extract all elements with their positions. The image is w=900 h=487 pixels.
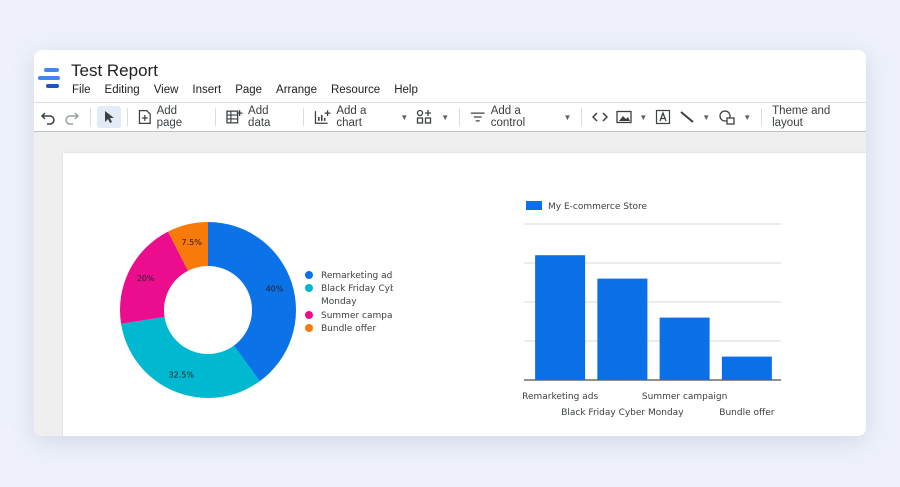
donut-chart[interactable]: 40% 32.5% 20% 7.5% Remarketing ads Black Frid…: [63, 153, 393, 436]
add-data-button[interactable]: Add data: [222, 105, 297, 129]
shapes-icon: [719, 110, 735, 125]
x-tick-label: Black Friday Cyber Monday: [561, 408, 684, 418]
add-control-label: Add a control: [490, 105, 526, 129]
add-page-button[interactable]: Add page: [134, 105, 209, 129]
legend-label: Monday: [321, 297, 357, 307]
redo-button[interactable]: [60, 105, 84, 129]
add-chart-icon: [314, 110, 331, 124]
menu-page[interactable]: Page: [235, 84, 263, 96]
line-button[interactable]: ▼: [675, 105, 714, 129]
legend-swatch: [526, 201, 542, 210]
legend-label: Summer campaign: [321, 311, 393, 321]
chevron-down-icon: ▼: [400, 112, 409, 122]
menu-file[interactable]: File: [72, 84, 91, 96]
text-box-icon: [656, 109, 671, 125]
chevron-down-icon: ▼: [743, 112, 752, 122]
bar[interactable]: [659, 317, 710, 380]
menu-view[interactable]: View: [153, 84, 179, 96]
toolbar-divider: [761, 108, 763, 126]
app-window: Test Report File Editing View Insert Pag…: [34, 50, 866, 436]
toolbar: Add page Add data Add a chart ▼ ▼ Add a …: [34, 102, 866, 132]
embed-button[interactable]: [588, 105, 612, 129]
legend-label: Remarketing ads: [321, 271, 393, 281]
undo-button[interactable]: [36, 105, 60, 129]
filter-icon: [471, 112, 485, 122]
bar[interactable]: [535, 255, 586, 380]
toolbar-divider: [581, 108, 583, 126]
add-page-label: Add page: [156, 105, 183, 129]
pie-slice-label: 7.5%: [181, 238, 202, 247]
chevron-down-icon: ▼: [563, 112, 572, 122]
bar-chart[interactable]: My E-commerce Store010203040Remarketing …: [518, 153, 848, 436]
community-visualizations-button[interactable]: ▼: [412, 105, 453, 129]
add-page-icon: [138, 110, 151, 124]
menu-help[interactable]: Help: [394, 84, 418, 96]
image-button[interactable]: ▼: [612, 105, 651, 129]
toolbar-divider: [214, 108, 216, 126]
redo-icon: [65, 112, 80, 125]
pie-slice-1[interactable]: [121, 316, 260, 398]
menu-bar: File Editing View Insert Page Arrange Re…: [72, 84, 432, 96]
x-tick-label: Summer campaign: [642, 392, 727, 402]
line-icon: [680, 111, 694, 123]
legend-swatch: [305, 284, 313, 292]
legend-label: Black Friday Cyber: [321, 284, 393, 294]
app-logo-icon: [38, 68, 60, 88]
toolbar-divider: [126, 108, 128, 126]
x-tick-label: Remarketing ads: [522, 392, 598, 402]
community-visualization-icon: [417, 109, 432, 124]
pie-slice-2[interactable]: [120, 231, 189, 324]
chevron-down-icon: ▼: [441, 112, 450, 122]
legend-swatch: [305, 271, 313, 279]
pie-slice-label: 20%: [137, 274, 155, 283]
x-tick-label: Bundle offer: [719, 408, 774, 418]
text-button[interactable]: [651, 105, 675, 129]
toolbar-divider: [302, 108, 304, 126]
pie-slice-label: 40%: [266, 284, 284, 293]
legend-swatch: [305, 311, 313, 319]
bar[interactable]: [721, 356, 772, 380]
select-tool-button[interactable]: [96, 106, 121, 128]
canvas-area: 40% 32.5% 20% 7.5% Remarketing ads Black Frid…: [34, 132, 866, 436]
undo-icon: [40, 112, 55, 125]
legend-swatch: [305, 324, 313, 332]
legend-label: Bundle offer: [321, 324, 376, 334]
menu-editing[interactable]: Editing: [104, 84, 140, 96]
pie-slice-0[interactable]: [208, 222, 296, 382]
cursor-icon: [104, 111, 114, 123]
report-page[interactable]: 40% 32.5% 20% 7.5% Remarketing ads Black Frid…: [63, 153, 866, 436]
report-title[interactable]: Test Report: [71, 61, 158, 80]
add-data-icon: [225, 110, 243, 124]
add-chart-button[interactable]: Add a chart ▼: [310, 105, 412, 129]
toolbar-divider: [90, 108, 91, 126]
legend-label: My E-commerce Store: [548, 202, 648, 212]
menu-resource[interactable]: Resource: [330, 84, 381, 96]
pie-slice-label: 32.5%: [169, 371, 195, 380]
toolbar-divider: [459, 108, 461, 126]
pie-slice-3[interactable]: [168, 222, 208, 271]
add-control-button[interactable]: Add a control ▼: [466, 105, 575, 129]
chevron-down-icon: ▼: [702, 112, 711, 122]
menu-insert[interactable]: Insert: [192, 84, 222, 96]
menu-arrange[interactable]: Arrange: [276, 84, 317, 96]
theme-layout-button[interactable]: Theme and layout: [768, 105, 866, 129]
add-chart-label: Add a chart: [336, 105, 367, 129]
chevron-down-icon: ▼: [639, 112, 648, 122]
code-icon: [592, 112, 609, 122]
image-icon: [616, 110, 633, 124]
shape-button[interactable]: ▼: [714, 105, 755, 129]
add-data-label: Add data: [248, 105, 271, 129]
theme-layout-label: Theme and layout: [772, 105, 831, 129]
bar[interactable]: [597, 278, 648, 380]
